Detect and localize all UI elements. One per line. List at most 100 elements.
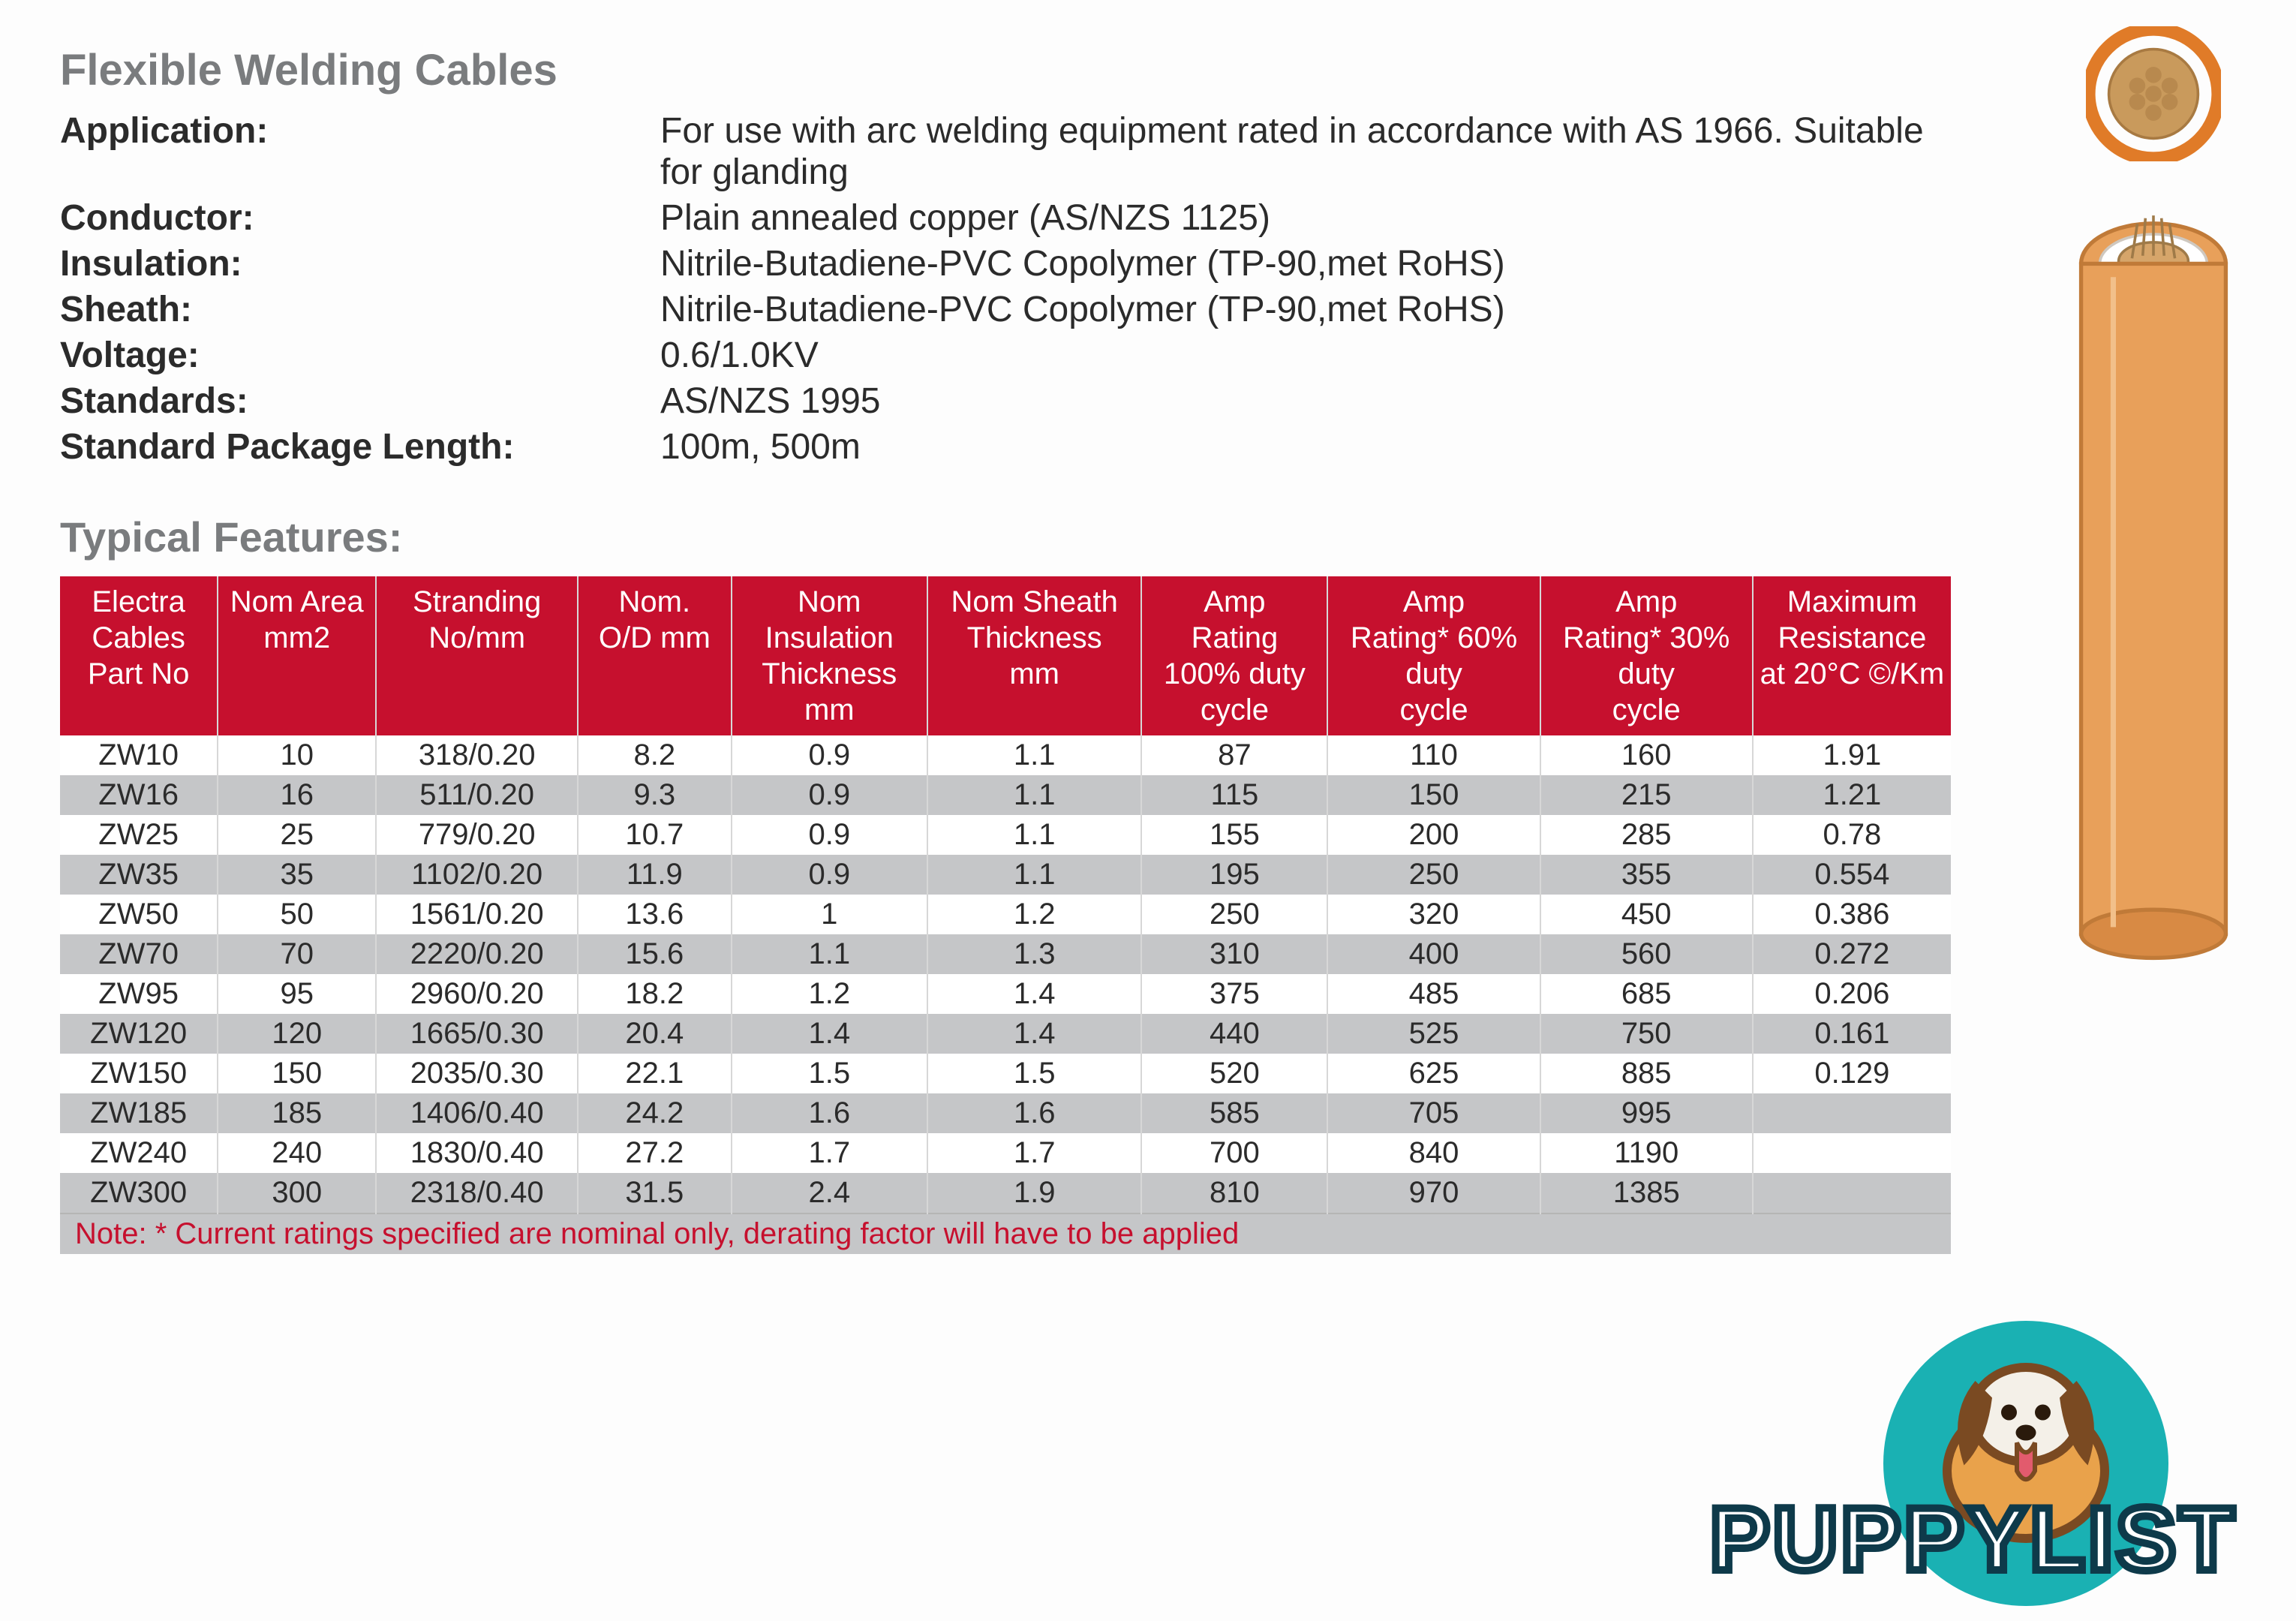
table-cell: 885 [1540, 1054, 1753, 1093]
table-cell: 1 [732, 895, 927, 934]
table-cell: 2960/0.20 [376, 974, 578, 1014]
table-cell: 0.161 [1753, 1014, 1951, 1054]
table-cell: 0.272 [1753, 934, 1951, 974]
logo-text: PUPPYLIST [1666, 1487, 2281, 1591]
table-header-cell: MaximumResistanceat 20°C ©/Km [1753, 576, 1951, 735]
table-cell: 1.5 [732, 1054, 927, 1093]
table-header-cell: StrandingNo/mm [376, 576, 578, 735]
spec-row: Standards:AS/NZS 1995 [60, 380, 2236, 422]
table-cell: 0.78 [1753, 815, 1951, 855]
table-row: ZW2525779/0.2010.70.91.11552002850.78 [60, 815, 1951, 855]
spec-row: Insulation:Nitrile-Butadiene-PVC Copolym… [60, 243, 2236, 284]
table-cell: 20.4 [578, 1014, 731, 1054]
table-cell: 1.91 [1753, 735, 1951, 775]
table-cell: 750 [1540, 1014, 1753, 1054]
table-row: ZW2402401830/0.4027.21.71.77008401190 [60, 1133, 1951, 1173]
table-cell: 400 [1327, 934, 1540, 974]
table-cell: 31.5 [578, 1173, 731, 1213]
table-cell: ZW35 [60, 855, 218, 895]
table-cell: 1.6 [927, 1093, 1141, 1133]
table-row: ZW1616511/0.209.30.91.11151502151.21 [60, 775, 1951, 815]
table-cell: 0.9 [732, 735, 927, 775]
table-cell: 195 [1141, 855, 1327, 895]
table-note: Note: * Current ratings specified are no… [60, 1213, 1951, 1254]
table-cell: 450 [1540, 895, 1753, 934]
datasheet-page: Flexible Welding Cables Application:For … [0, 0, 2296, 1621]
table-cell: 160 [1540, 735, 1753, 775]
table-row: ZW1010318/0.208.20.91.1871101601.91 [60, 735, 1951, 775]
table-cell: 0.206 [1753, 974, 1951, 1014]
table-cell: 1.2 [927, 895, 1141, 934]
table-row: ZW1501502035/0.3022.11.51.55206258850.12… [60, 1054, 1951, 1093]
table-cell: 150 [218, 1054, 376, 1093]
table-header-cell: NomInsulationThicknessmm [732, 576, 927, 735]
table-header-cell: Nom.O/D mm [578, 576, 731, 735]
table-cell: 0.9 [732, 775, 927, 815]
table-cell: 1.4 [927, 974, 1141, 1014]
table-cell: 70 [218, 934, 376, 974]
table-cell: 525 [1327, 1014, 1540, 1054]
table-cell: 18.2 [578, 974, 731, 1014]
table-cell: 0.386 [1753, 895, 1951, 934]
table-cell: 520 [1141, 1054, 1327, 1093]
table-cell: 185 [218, 1093, 376, 1133]
spec-value: Plain annealed copper (AS/NZS 1125) [660, 197, 1270, 239]
table-row: ZW1201201665/0.3020.41.41.44405257500.16… [60, 1014, 1951, 1054]
table-cell: 375 [1141, 974, 1327, 1014]
table-cell: 1.6 [732, 1093, 927, 1133]
table-cell: 250 [1327, 855, 1540, 895]
table-row: ZW70702220/0.2015.61.11.33104005600.272 [60, 934, 1951, 974]
table-cell: 560 [1540, 934, 1753, 974]
table-cell: 2318/0.40 [376, 1173, 578, 1213]
table-cell: 1.4 [927, 1014, 1141, 1054]
table-cell: 110 [1327, 735, 1540, 775]
table-cell: 1.21 [1753, 775, 1951, 815]
table-cell: 120 [218, 1014, 376, 1054]
table-cell: ZW16 [60, 775, 218, 815]
spec-label: Conductor: [60, 197, 660, 239]
table-cell: 1.3 [927, 934, 1141, 974]
puppylist-logo: PUPPYLIST [1666, 1291, 2281, 1606]
table-cell: 705 [1327, 1093, 1540, 1133]
spec-row: Sheath:Nitrile-Butadiene-PVC Copolymer (… [60, 289, 2236, 330]
table-cell: 970 [1327, 1173, 1540, 1213]
spec-label: Standard Package Length: [60, 426, 660, 468]
table-cell: 300 [218, 1173, 376, 1213]
table-cell: ZW10 [60, 735, 218, 775]
table-cell: 200 [1327, 815, 1540, 855]
table-cell: 10.7 [578, 815, 731, 855]
table-cell: 440 [1141, 1014, 1327, 1054]
table-cell: 250 [1141, 895, 1327, 934]
table-cell: 13.6 [578, 895, 731, 934]
table-cell: 24.2 [578, 1093, 731, 1133]
table-cell: 485 [1327, 974, 1540, 1014]
table-cell: 10 [218, 735, 376, 775]
spec-value: 100m, 500m [660, 426, 861, 468]
table-note-row: Note: * Current ratings specified are no… [60, 1213, 1951, 1254]
table-row: ZW1851851406/0.4024.21.61.6585705995 [60, 1093, 1951, 1133]
table-cell: 779/0.20 [376, 815, 578, 855]
table-cell: ZW240 [60, 1133, 218, 1173]
table-cell [1753, 1173, 1951, 1213]
table-cell: 1.1 [732, 934, 927, 974]
spec-row: Standard Package Length:100m, 500m [60, 426, 2236, 468]
table-cell: 15.6 [578, 934, 731, 974]
table-cell: 25 [218, 815, 376, 855]
spec-value: 0.6/1.0KV [660, 335, 819, 376]
table-header-cell: AmpRating* 30% dutycycle [1540, 576, 1753, 735]
table-cell: 35 [218, 855, 376, 895]
table-cell: 310 [1141, 934, 1327, 974]
table-cell: 0.9 [732, 815, 927, 855]
table-cell: 2220/0.20 [376, 934, 578, 974]
spec-label: Insulation: [60, 243, 660, 284]
table-cell: ZW95 [60, 974, 218, 1014]
table-cell: 1830/0.40 [376, 1133, 578, 1173]
table-row: ZW3003002318/0.4031.52.41.98109701385 [60, 1173, 1951, 1213]
table-cell: ZW185 [60, 1093, 218, 1133]
table-cell: 1.9 [927, 1173, 1141, 1213]
table-cell: 8.2 [578, 735, 731, 775]
spec-label: Standards: [60, 380, 660, 422]
table-cell: 115 [1141, 775, 1327, 815]
table-cell: 95 [218, 974, 376, 1014]
table-cell: 1.7 [732, 1133, 927, 1173]
